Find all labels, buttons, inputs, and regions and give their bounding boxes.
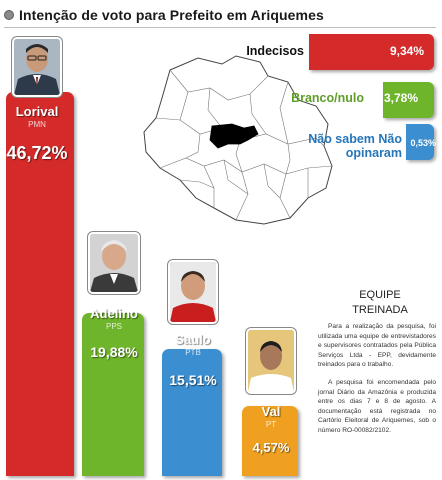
candidate-value-adelino: 19,88%: [90, 344, 138, 360]
candidate-party-adelino: PPS: [105, 322, 122, 331]
chart-title-text: Intenção de voto para Prefeito em Arique…: [19, 7, 324, 23]
other-bar-indecisos: [308, 34, 434, 70]
candidate-name-saulo: Saulo: [175, 332, 211, 347]
other-value-branco-nulo: 3,78%: [383, 91, 418, 105]
candidate-photo-val: [246, 328, 296, 394]
box-title: EQUIPE TREINADA: [352, 289, 408, 316]
candidate-photo-lorival: [12, 37, 62, 97]
other-label-indecisos: Indecisos: [246, 44, 304, 58]
other-label-nao-sabem-text: Não sabem Não opinaram: [308, 132, 402, 160]
candidate-name-val: Val: [261, 404, 281, 419]
box-paragraph-2: A pesquisa foi encomendada pelo jornal D…: [318, 379, 436, 434]
other-value-indecisos: 9,34%: [389, 44, 424, 58]
box-paragraph-1: Para a realização da pesquisa, foi utili…: [318, 323, 436, 369]
candidate-party-lorival: PMN: [28, 120, 46, 129]
other-value-nao-sabem: 0,53%: [410, 138, 436, 148]
candidate-value-val: 4,57%: [252, 440, 290, 455]
title-rule: [4, 27, 436, 28]
candidate-photo-saulo: [168, 260, 218, 324]
other-bar-nao-sabem: [406, 124, 434, 160]
candidate-bar-val: [242, 406, 298, 476]
other-bar-branco-nulo: [383, 82, 434, 118]
candidate-bar-lorival: [6, 91, 74, 476]
candidate-name-adelino: Adelino: [90, 306, 138, 321]
candidate-bar-saulo: [162, 348, 222, 476]
rondonia-map-icon: [143, 55, 333, 225]
candidate-bar-adelino: [82, 312, 144, 476]
candidate-value-saulo: 15,51%: [169, 372, 217, 388]
chart-title: Intenção de voto para Prefeito em Arique…: [4, 6, 324, 24]
candidate-photo-adelino: [88, 232, 140, 294]
candidate-party-saulo: PTB: [185, 348, 201, 357]
candidate-party-val: PT: [265, 420, 277, 429]
bullet-icon: [4, 10, 14, 20]
other-label-nao-sabem: Não sabem Não opinaram: [270, 132, 402, 160]
ariquemes-region: [209, 123, 259, 149]
candidate-name-lorival: Lorival: [15, 104, 59, 119]
other-label-branco-nulo: Branco/nulo: [291, 91, 364, 105]
candidate-value-lorival: 46,72%: [6, 143, 68, 163]
